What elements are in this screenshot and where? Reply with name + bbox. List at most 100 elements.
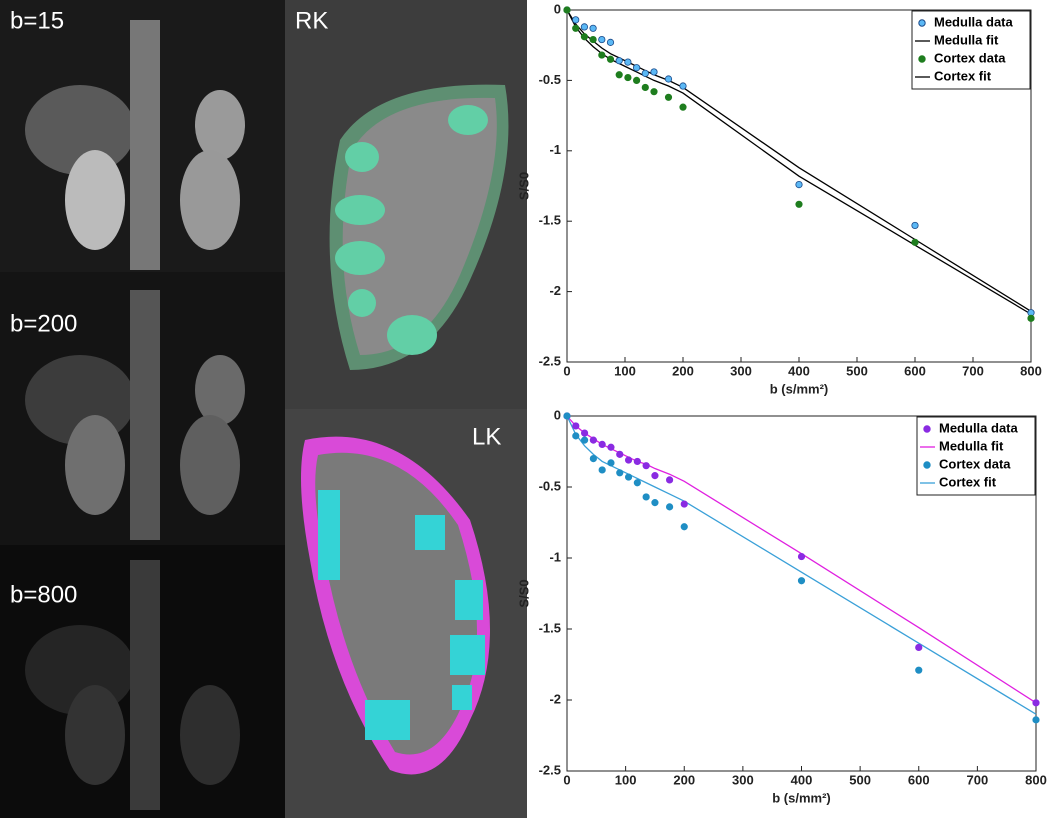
legend-box	[911, 10, 1031, 90]
data-point	[650, 68, 658, 76]
data-point	[624, 73, 632, 82]
data-point	[1032, 716, 1040, 724]
data-point	[572, 432, 580, 440]
x-tick-label: 200	[673, 772, 695, 787]
data-point	[607, 443, 615, 451]
x-tick-label: 400	[791, 772, 813, 787]
x-tick-label: 300	[732, 772, 754, 787]
data-point	[911, 221, 919, 230]
image-label: b=800	[10, 581, 77, 608]
data-point	[679, 82, 687, 90]
data-point	[651, 499, 659, 507]
x-tick-label: 200	[672, 363, 694, 378]
fit-line	[566, 415, 1037, 704]
data-point	[615, 57, 623, 65]
data-point	[641, 83, 649, 92]
data-point	[1027, 314, 1035, 322]
data-point	[615, 71, 623, 79]
data-point	[641, 69, 649, 77]
data-point	[642, 493, 650, 501]
data-point	[664, 75, 673, 83]
data-point	[572, 16, 580, 24]
data-point	[650, 88, 658, 96]
data-point	[642, 462, 650, 470]
data-point	[624, 473, 633, 481]
fit-line	[566, 9, 1032, 312]
data-point	[679, 103, 687, 111]
x-tick-label: 600	[908, 772, 930, 787]
data-point	[665, 503, 674, 511]
data-point	[633, 479, 641, 487]
x-axis-label: b (s/mm²)	[770, 381, 829, 396]
x-tick-label: 500	[849, 772, 871, 787]
image-label: b=200	[10, 310, 77, 337]
x-tick-label: 800	[1020, 363, 1042, 378]
data-point	[616, 469, 624, 477]
legend-marker	[918, 19, 926, 27]
image-label: RK	[295, 7, 328, 34]
x-tick-label: 500	[846, 363, 868, 378]
data-point	[1032, 699, 1040, 707]
anatomy	[25, 20, 245, 810]
x-tick-label: 100	[614, 363, 636, 378]
data-point	[580, 23, 589, 31]
y-tick-label: -2	[549, 691, 561, 706]
image-label: LK	[472, 423, 501, 450]
x-tick-label: 0	[563, 772, 570, 787]
legend-marker	[923, 461, 931, 469]
data-point	[589, 24, 597, 32]
data-point	[795, 200, 803, 208]
x-axis-label: b (s/mm²)	[772, 790, 831, 805]
y-tick-label: 0	[554, 407, 561, 422]
data-point	[795, 180, 803, 189]
x-tick-label: 800	[1025, 772, 1047, 787]
data-point	[598, 466, 606, 474]
legend-label: Cortex data	[939, 456, 1011, 471]
legend-label: Cortex data	[934, 50, 1006, 65]
data-point	[915, 643, 923, 652]
legend-label: Medulla fit	[939, 438, 1004, 453]
data-point	[580, 429, 589, 437]
legend-label: Medulla fit	[934, 32, 999, 47]
data-point	[598, 35, 606, 44]
data-point	[797, 552, 806, 561]
data-point	[797, 577, 806, 585]
fit-line	[566, 9, 1032, 315]
y-tick-label: -1.5	[539, 213, 561, 228]
y-tick-label: -2	[549, 283, 561, 298]
data-point	[607, 459, 615, 467]
fit-line	[566, 415, 1037, 715]
data-point	[598, 440, 606, 448]
data-point	[606, 38, 615, 46]
data-point	[651, 472, 659, 480]
data-point	[589, 454, 597, 463]
image-label: b=15	[10, 7, 64, 34]
x-tick-label: 100	[615, 772, 637, 787]
data-point	[598, 51, 606, 59]
y-tick-label: -0.5	[539, 72, 561, 87]
y-tick-label: -1	[549, 142, 561, 157]
y-tick-label: -2.5	[539, 762, 561, 777]
data-point	[915, 666, 923, 674]
data-point	[680, 500, 688, 508]
data-point	[624, 58, 632, 66]
data-point	[616, 450, 624, 458]
data-point	[572, 24, 580, 32]
legend-label: Cortex fit	[934, 68, 992, 83]
mri-panels: b=15 b=200 b=800 RK LK	[0, 0, 527, 818]
data-point	[572, 422, 580, 430]
data-point	[589, 35, 597, 44]
y-tick-label: 0	[554, 1, 561, 16]
data-point	[633, 457, 641, 466]
data-point	[580, 436, 589, 444]
legend-label: Medulla data	[934, 14, 1014, 29]
data-point	[624, 456, 633, 464]
legend-marker	[923, 425, 931, 433]
y-axis-label: S/S0	[516, 172, 531, 200]
data-point	[563, 412, 571, 420]
legend-label: Medulla data	[939, 420, 1019, 435]
data-point	[665, 476, 674, 484]
x-tick-label: 400	[788, 363, 810, 378]
data-point	[580, 33, 589, 41]
